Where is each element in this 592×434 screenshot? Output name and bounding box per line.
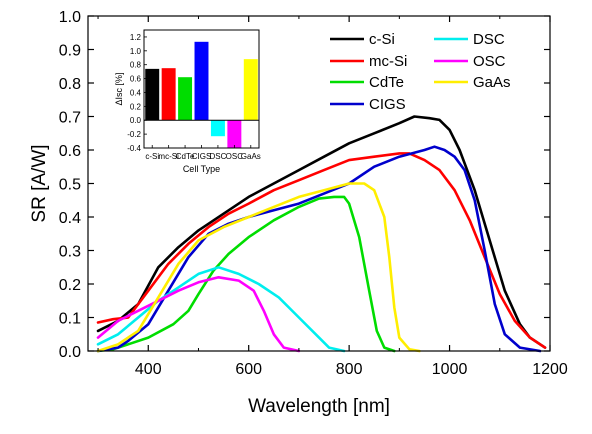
y-axis-title: SR [A/W] — [29, 144, 50, 222]
inset-bar-mc-si — [161, 68, 176, 121]
inset-bar-gaas — [243, 59, 258, 121]
inset-y-axis: -0.4 -0.2 0.0 0.2 0.4 0.6 0.8 1.0 1.2 — [127, 33, 147, 153]
series-line-osc — [96, 276, 301, 353]
main-plot: 400 600 800 1000 12000.00.10.20.30.40.50.60.… — [29, 9, 568, 417]
y-tick-label: 0.6 — [59, 143, 81, 160]
y-tick-label: 1.0 — [59, 9, 81, 26]
inset-y-tick-label: -0.4 — [127, 144, 141, 153]
inset-x-tick-label: c-Si — [145, 152, 159, 161]
inset-y-tick-label: 0.8 — [130, 61, 142, 70]
legend-label: DSC — [473, 31, 505, 48]
inset-y-tick-label: 0.0 — [130, 116, 142, 125]
y-tick-label: 0.7 — [59, 110, 81, 127]
x-tick-label: 1000 — [432, 361, 468, 378]
x-tick-label: 400 — [135, 361, 162, 378]
y-tick-label: 0.9 — [59, 43, 81, 60]
legend-label: OSC — [473, 53, 506, 70]
inset-background — [118, 28, 267, 178]
inset-y-axis-title: ΔIsc [%] — [114, 72, 124, 105]
y-tick-label: 0.4 — [59, 210, 81, 227]
legend-label: GaAs — [473, 74, 511, 91]
series-lines — [96, 115, 547, 353]
inset-x-tick-label: mc-Si — [158, 152, 179, 161]
inset-bar-osc — [227, 120, 242, 148]
inset-x-tick-label: DSC — [209, 152, 226, 161]
x-axis: 400 600 800 1000 1200 — [97, 16, 568, 378]
inset-y-tick-label: 1.0 — [130, 47, 142, 56]
y-tick-label: 0.3 — [59, 244, 81, 261]
inset-bar-c-si — [145, 68, 160, 121]
inset-bar-chart: -0.4 -0.2 0.0 0.2 0.4 0.6 0.8 1.0 1.2 c-Si mc-SiCd… — [114, 28, 267, 178]
legend-item-dsc: DSC — [434, 31, 505, 48]
inset-bar-cdte — [178, 77, 193, 121]
x-tick-label: 1200 — [532, 361, 568, 378]
legend-item-osc: OSC — [434, 53, 506, 70]
series-line-mc-si — [96, 152, 547, 349]
legend-item-cdte: CdTe — [330, 74, 404, 91]
inset-bars — [145, 41, 258, 148]
inset-bar-dsc — [210, 120, 225, 137]
y-tick-label: 0.5 — [59, 177, 81, 194]
legend: c-Si mc-Si CdTe CIGS DSC OSC GaAs — [330, 31, 511, 113]
inset-x-tick-label: CIGS — [192, 152, 212, 161]
inset-y-tick-label: -0.2 — [127, 130, 141, 139]
x-tick-label: 600 — [235, 361, 262, 378]
legend-item-cigs: CIGS — [330, 96, 406, 113]
inset-bar-cigs — [194, 41, 209, 121]
series-line-cdte — [96, 195, 396, 353]
inset-x-tick-label: GaAs — [241, 152, 261, 161]
legend-item-c-si: c-Si — [330, 31, 395, 48]
y-axis: 0.0 0.1 0.2 0.3 0.4 0.5 0.6 0.7 0.8 0.9 1.0 — [59, 9, 550, 361]
legend-label: mc-Si — [369, 53, 407, 70]
y-tick-label: 0.0 — [59, 344, 81, 361]
inset-x-tick-label: OSC — [226, 152, 244, 161]
series-line-dsc — [96, 266, 346, 353]
y-tick-label: 0.2 — [59, 277, 81, 294]
y-tick-label: 0.8 — [59, 76, 81, 93]
series-line-cigs — [96, 145, 542, 353]
legend-label: CdTe — [369, 74, 404, 91]
x-axis-title: Wavelength [nm] — [248, 396, 390, 417]
legend-label: c-Si — [369, 31, 395, 48]
legend-label: CIGS — [369, 96, 406, 113]
y-tick-label: 0.1 — [59, 311, 81, 328]
x-tick-label: 800 — [336, 361, 363, 378]
series-line-gaas — [96, 182, 421, 353]
inset-x-axis-title: Cell Type — [183, 164, 220, 174]
inset-x-tick-label: CdTe — [176, 152, 195, 161]
legend-item-gaas: GaAs — [434, 74, 511, 91]
inset-y-tick-label: 0.4 — [130, 88, 142, 97]
inset-y-tick-label: 0.2 — [130, 102, 142, 111]
series-line-c-si — [96, 115, 547, 349]
inset-y-tick-label: 0.6 — [130, 75, 142, 84]
legend-item-mc-si: mc-Si — [330, 53, 407, 70]
inset-y-tick-label: 1.2 — [130, 33, 142, 42]
